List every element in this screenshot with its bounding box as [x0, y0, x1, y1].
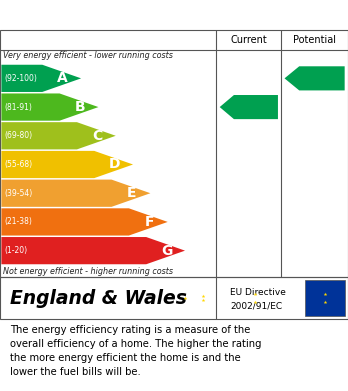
Text: The energy efficiency rating is a measure of the
overall efficiency of a home. T: The energy efficiency rating is a measur…: [10, 325, 262, 377]
Polygon shape: [1, 65, 81, 92]
Polygon shape: [1, 151, 133, 178]
Text: E: E: [127, 186, 137, 200]
Text: 2002/91/EC: 2002/91/EC: [230, 302, 283, 311]
Text: (81-91): (81-91): [5, 102, 33, 111]
Text: (21-38): (21-38): [5, 217, 33, 226]
Text: (92-100): (92-100): [5, 74, 38, 83]
Text: Very energy efficient - lower running costs: Very energy efficient - lower running co…: [3, 51, 173, 60]
Text: F: F: [144, 215, 154, 229]
Polygon shape: [1, 179, 150, 207]
Polygon shape: [285, 66, 345, 90]
Text: 81: 81: [247, 100, 264, 113]
Text: 95: 95: [313, 72, 331, 85]
Text: G: G: [161, 244, 172, 258]
Text: Potential: Potential: [293, 35, 336, 45]
Text: B: B: [75, 100, 85, 114]
Text: A: A: [57, 71, 68, 85]
Text: Energy Efficiency Rating: Energy Efficiency Rating: [60, 6, 288, 24]
Text: (39-54): (39-54): [5, 189, 33, 198]
Text: D: D: [109, 158, 120, 172]
Text: (1-20): (1-20): [5, 246, 28, 255]
Polygon shape: [1, 237, 185, 264]
Text: EU Directive: EU Directive: [230, 289, 286, 298]
Text: (69-80): (69-80): [5, 131, 33, 140]
Polygon shape: [220, 95, 278, 119]
Bar: [304, 280, 345, 316]
Polygon shape: [1, 122, 116, 149]
Text: C: C: [92, 129, 102, 143]
Text: (55-68): (55-68): [5, 160, 33, 169]
Text: England & Wales: England & Wales: [10, 289, 187, 307]
Polygon shape: [1, 208, 168, 235]
Polygon shape: [1, 93, 98, 121]
Text: Not energy efficient - higher running costs: Not energy efficient - higher running co…: [3, 267, 173, 276]
Text: Current: Current: [230, 35, 267, 45]
